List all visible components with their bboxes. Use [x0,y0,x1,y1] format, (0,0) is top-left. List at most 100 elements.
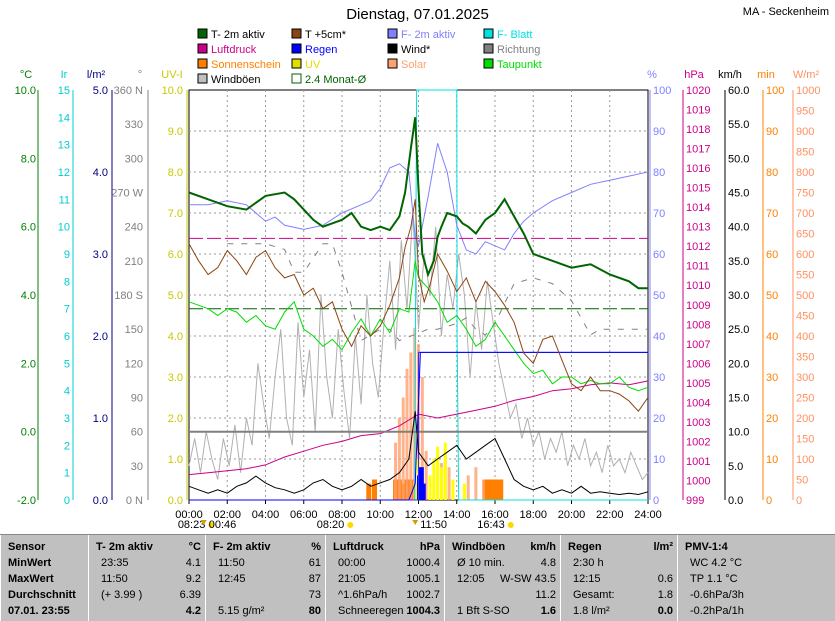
solar-tick-label: 250 [796,393,814,405]
stats-column: Luftdruck hPa 00:00 1000.4 21:05 1005.1 ^1.6hP… [325,535,445,621]
stats-cell: 9.2 [185,573,201,585]
rain-tick-label: 1.0 [93,413,108,425]
legend-label: T +5cm* [305,29,347,41]
x-tick-label: 12:00 [405,509,433,521]
hum-tick-label: 20 [653,413,665,425]
x-tick-label: 20:00 [558,509,586,521]
rain-tick-label: 0.0 [93,495,108,507]
wind-tick-label: 50.0 [728,153,749,165]
uv-tick-label: 9.0 [168,126,183,138]
solar-tick-label: 400 [796,331,814,343]
uv-tick-label: 3.0 [168,372,183,384]
hum-tick-label: 50 [653,290,665,302]
bar-solar [420,377,424,500]
min-unit-label: min [757,69,775,81]
stats-cell: 23:35 [101,557,129,569]
bar-sonnenschein [486,479,492,500]
press-tick-label: 1012 [686,241,710,253]
bar-solar [409,352,413,500]
solar-tick-label: 50 [796,475,808,487]
stats-cell: 1.8 [657,589,673,601]
dir-tick-label: 30 [131,461,143,473]
min-tick-label: 50 [766,290,778,302]
temp-tick-label: 8.0 [21,153,36,165]
legend-swatch [291,43,302,54]
x-tick-label: 24:00 [634,509,662,521]
ir-unit-label: Ir [61,69,68,81]
legend-label: Taupunkt [497,59,542,71]
stats-cell: 1005.1 [406,573,440,585]
bar-uv [443,442,447,500]
stats-cell: 07.01. 23:55 [8,605,70,617]
stats-cell: 0.6 [657,573,673,585]
legend-label: F- 2m aktiv [401,29,456,41]
stats-cell: 2:30 h [573,557,604,569]
marker-label: 08:23 [178,519,206,531]
station-name: MA - Seckenheim [742,6,829,18]
ir-tick-label: 4 [64,386,70,398]
solar-tick-label: 150 [796,434,814,446]
hum-tick-label: 60 [653,249,665,261]
min-tick-label: 0 [766,495,772,507]
rain-unit-label: l/m² [87,69,106,81]
legend-swatch [291,58,302,69]
uv-tick-label: 2.0 [168,413,183,425]
stats-cell: -0.6hPa/3h [690,589,744,601]
series-wind- [188,411,649,496]
hum-tick-label: 30 [653,372,665,384]
x-tick-label: 16:00 [481,509,509,521]
legend-swatch [387,43,398,54]
legend-label: Luftdruck [211,44,257,56]
min-tick-label: 10 [766,454,778,466]
stats-cell: F- 2m aktiv [213,541,271,553]
wind-tick-label: 10.0 [728,427,749,439]
wind-tick-label: 20.0 [728,358,749,370]
solar-tick-label: 950 [796,106,814,118]
press-tick-label: 1009 [686,300,710,312]
temp-tick-label: 6.0 [21,222,36,234]
bar-sonnenschein [494,479,500,500]
press-tick-label: 1005 [686,378,710,390]
wind-tick-label: 5.0 [728,461,743,473]
rain-tick-label: 4.0 [93,167,108,179]
bar-uv [462,483,466,500]
wind-tick-label: 40.0 [728,222,749,234]
solar-tick-label: 700 [796,208,814,220]
legend-label: 2.4 Monat-Ø [305,74,367,86]
press-tick-label: 1015 [686,183,710,195]
ir-tick-label: 5 [64,358,70,370]
bar-solar [394,442,398,500]
solar-tick-label: 750 [796,188,814,200]
x-tick-label: 06:00 [290,509,318,521]
series-windb-en [188,212,649,481]
moon-icon [200,520,207,525]
uv-tick-label: 1.0 [168,454,183,466]
stats-cell: °C [188,541,201,553]
hum-unit-label: % [647,69,657,81]
uv-tick-label: 0.0 [168,495,183,507]
press-tick-label: 1020 [686,85,710,97]
x-tick-label: 14:00 [443,509,471,521]
wind-tick-label: 15.0 [728,393,749,405]
ir-tick-label: 6 [64,331,70,343]
stats-cell: 00:00 [338,557,366,569]
solar-tick-label: 550 [796,270,814,282]
min-tick-label: 100 [766,85,784,97]
ir-tick-label: 7 [64,304,70,316]
stats-cell: W-SW 43.5 [499,573,556,585]
stats-cell: 1 Bft S-SO [457,605,510,617]
stats-cell: Regen [568,541,602,553]
press-tick-label: 1017 [686,144,710,156]
stats-cell: 4.1 [185,557,201,569]
solar-tick-label: 650 [796,229,814,241]
weather-chart: 10.08.06.04.02.00.0-2.0°C151413121110987… [15,28,820,531]
dir-tick-label: 240 [125,222,143,234]
uv-tick-label: 5.0 [168,290,183,302]
marker-label: 00:46 [209,519,237,531]
rain-tick-label: 5.0 [93,85,108,97]
bar-sonnenschein [366,483,372,500]
wind-tick-label: 60.0 [728,85,749,97]
bar-regen [418,467,422,500]
press-tick-label: 1019 [686,105,710,117]
press-tick-label: 1002 [686,436,710,448]
